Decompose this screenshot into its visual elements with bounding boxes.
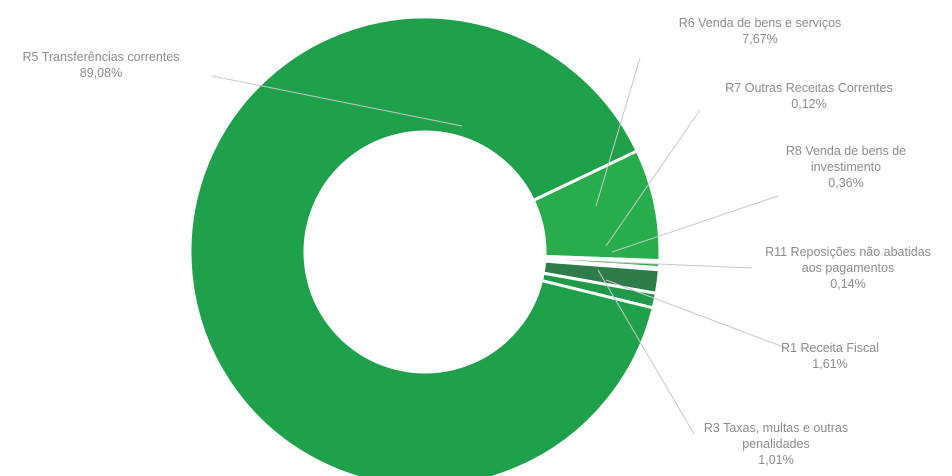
leader-line-r1 bbox=[605, 279, 787, 349]
label-r5-name: R5 Transferências correntes bbox=[22, 50, 180, 64]
label-r1: R1 Receita Fiscal 1,61% bbox=[750, 340, 910, 372]
label-r7-name: R7 Outras Receitas Correntes bbox=[725, 81, 893, 95]
label-r8-name-line1: R8 Venda de bens de bbox=[785, 144, 907, 158]
leader-line-r7 bbox=[605, 109, 701, 247]
leader-line-r8 bbox=[611, 195, 779, 253]
label-r11-name-line1: R11 Reposições não abatidas bbox=[765, 245, 931, 259]
label-r6-pct: 7,67% bbox=[742, 32, 778, 46]
label-r11: R11 Reposições não abatidas aos pagament… bbox=[744, 244, 952, 292]
slice-r5 bbox=[188, 15, 656, 476]
label-r3-name-line1: R3 Taxas, multas e outras bbox=[703, 421, 849, 435]
label-r11-pct: 0,14% bbox=[830, 277, 866, 291]
label-r5-pct: 89,08% bbox=[79, 66, 123, 80]
label-r3-name-line2: penalidades bbox=[742, 437, 810, 451]
label-r3-pct: 1,01% bbox=[758, 453, 794, 467]
label-r6-name: R6 Venda de bens e serviços bbox=[678, 16, 842, 30]
label-r7: R7 Outras Receitas Correntes 0,12% bbox=[704, 80, 914, 112]
leader-line-r11 bbox=[609, 261, 753, 269]
leader-line-r6 bbox=[595, 57, 641, 207]
label-r1-pct: 1,61% bbox=[812, 357, 848, 371]
label-r1-name: R1 Receita Fiscal bbox=[781, 341, 879, 355]
leader-line-r3 bbox=[597, 269, 695, 435]
label-r5: R5 Transferências correntes 89,08% bbox=[6, 49, 196, 81]
label-r8-name-line2: investimento bbox=[810, 160, 882, 174]
label-r3: R3 Taxas, multas e outras penalidades 1,… bbox=[676, 420, 876, 468]
label-r8-pct: 0,36% bbox=[828, 176, 864, 190]
label-r11-name-line2: aos pagamentos bbox=[801, 261, 895, 275]
label-r8: R8 Venda de bens de investimento 0,36% bbox=[760, 143, 932, 191]
label-r6: R6 Venda de bens e serviços 7,67% bbox=[660, 15, 860, 47]
label-r7-pct: 0,12% bbox=[791, 97, 827, 111]
leader-line-r5 bbox=[211, 75, 463, 127]
